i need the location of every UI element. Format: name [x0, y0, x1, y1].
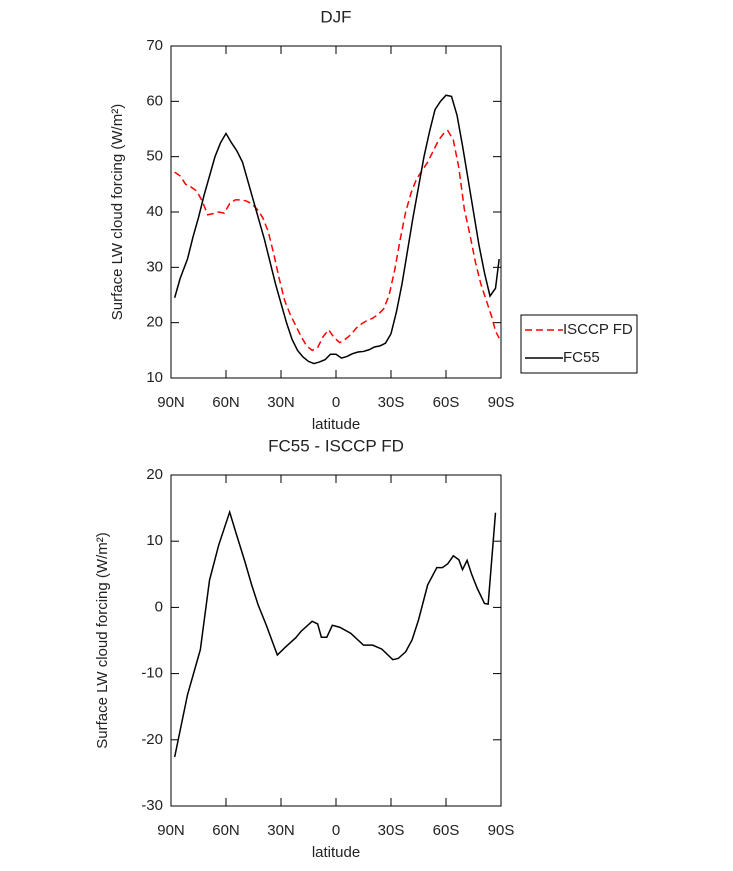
- legend-label: ISCCP FD: [563, 321, 633, 338]
- line: [173, 509, 497, 758]
- y-tick-label: -20: [141, 731, 163, 748]
- y-tick-label: -30: [141, 797, 163, 814]
- x-tick-label: 90N: [157, 822, 185, 839]
- chart-title: DJF: [320, 7, 351, 26]
- y-tick-label: 10: [146, 532, 163, 549]
- legend-box: [520, 314, 638, 374]
- x-tick-label: 30N: [267, 822, 295, 839]
- x-tick-label: 30S: [378, 394, 405, 411]
- x-tick-label: 30N: [267, 394, 295, 411]
- y-tick-label: 40: [146, 203, 163, 220]
- y-tick-label: 70: [146, 37, 163, 54]
- line: [173, 94, 500, 365]
- x-axis-label: latitude: [312, 416, 360, 433]
- x-tick-label: 30S: [378, 822, 405, 839]
- y-tick-label: 30: [146, 258, 163, 275]
- y-tick-label: 10: [146, 369, 163, 386]
- legend-label: FC55: [563, 349, 600, 366]
- y-axis-label: Surface LW cloud forcing (W/m²): [94, 532, 111, 748]
- y-tick-label: 20: [146, 466, 163, 483]
- chart-title: FC55 - ISCCP FD: [268, 436, 404, 455]
- x-tick-label: 0: [332, 822, 340, 839]
- x-tick-label: 60S: [433, 394, 460, 411]
- y-tick-label: 0: [155, 598, 163, 615]
- x-tick-label: 90S: [488, 822, 515, 839]
- x-axis-label: latitude: [312, 844, 360, 861]
- plot-frame: [170, 474, 502, 807]
- y-tick-label: 20: [146, 314, 163, 331]
- y-tick-label: -10: [141, 665, 163, 682]
- y-tick-label: 60: [146, 92, 163, 109]
- x-tick-label: 0: [332, 394, 340, 411]
- y-axis-label: Surface LW cloud forcing (W/m²): [109, 104, 126, 320]
- x-tick-label: 60N: [212, 822, 240, 839]
- y-tick-label: 50: [146, 148, 163, 165]
- x-tick-label: 90S: [488, 394, 515, 411]
- x-tick-label: 60S: [433, 822, 460, 839]
- x-tick-label: 60N: [212, 394, 240, 411]
- x-tick-label: 90N: [157, 394, 185, 411]
- line: [174, 129, 500, 352]
